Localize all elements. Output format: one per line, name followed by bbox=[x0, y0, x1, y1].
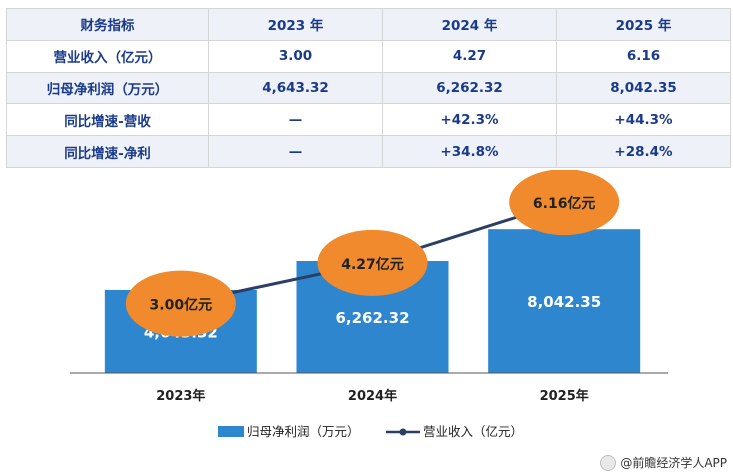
table-cell: 归母净利润（万元） bbox=[6, 71, 209, 105]
line-value-label: 6.16亿元 bbox=[533, 195, 596, 212]
table-cell: 6.16 bbox=[556, 39, 731, 73]
bar-value-label: 8,042.35 bbox=[527, 293, 601, 311]
legend-bar-swatch bbox=[218, 426, 244, 437]
table-cell: 4,643.32 bbox=[208, 71, 383, 105]
table-cell: 3.00 bbox=[208, 39, 383, 73]
financial-indicator-table: 财务指标 2023 年 2024 年 2025 年营业收入（亿元） 3.00 4.27 6.… bbox=[6, 8, 731, 168]
table-cell: +34.8% bbox=[382, 135, 557, 168]
table-cell: 8,042.35 bbox=[556, 71, 731, 105]
table-cell: 营业收入（亿元） bbox=[6, 39, 209, 73]
line-point-marker bbox=[317, 229, 428, 296]
legend-line-label: 营业收入（亿元） bbox=[423, 424, 523, 439]
x-tick-label: 2025年 bbox=[540, 388, 589, 404]
table-row: 同比增速-营收 — +42.3% +44.3% bbox=[6, 103, 731, 137]
line-value-label: 4.27亿元 bbox=[341, 256, 404, 273]
table-header-cell: 2024 年 bbox=[382, 8, 557, 41]
table-header-cell: 2023 年 bbox=[208, 8, 383, 41]
table-cell: 6,262.32 bbox=[382, 71, 557, 105]
bar bbox=[488, 229, 641, 373]
table-cell: 4.27 bbox=[382, 39, 557, 73]
revenue-profit-chart: 4,643.326,262.328,042.352023年2024年2025年3… bbox=[70, 170, 668, 439]
legend-bar-label: 归母净利润（万元） bbox=[247, 424, 360, 439]
x-tick-label: 2023年 bbox=[156, 388, 205, 404]
source-footer: @前瞻经济学人APP bbox=[600, 454, 727, 471]
table-cell: +42.3% bbox=[382, 103, 557, 137]
line-value-label: 3.00亿元 bbox=[150, 297, 213, 314]
line-point-marker bbox=[125, 270, 236, 337]
x-tick-label: 2024年 bbox=[348, 388, 397, 404]
table-cell: — bbox=[208, 103, 383, 137]
table-row: 营业收入（亿元） 3.00 4.27 6.16 bbox=[6, 39, 731, 73]
table-header-cell: 2025 年 bbox=[556, 8, 731, 41]
table-cell: 同比增速-净利 bbox=[6, 135, 209, 168]
line-point-marker bbox=[509, 170, 620, 236]
table-row: 归母净利润（万元） 4,643.32 6,262.32 8,042.35 bbox=[6, 71, 731, 105]
table-cell: +28.4% bbox=[556, 135, 731, 168]
bar-value-label: 6,262.32 bbox=[335, 309, 409, 327]
table-row: 同比增速-净利 — +34.8% +28.4% bbox=[6, 135, 731, 168]
table-header-cell: 财务指标 bbox=[6, 8, 209, 41]
qianzhan-logo-icon bbox=[600, 454, 617, 471]
table-header-row: 财务指标 2023 年 2024 年 2025 年 bbox=[6, 8, 731, 41]
table-cell: 同比增速-营收 bbox=[6, 103, 209, 137]
table-cell: — bbox=[208, 135, 383, 168]
table-cell: +44.3% bbox=[556, 103, 731, 137]
legend-line-marker bbox=[399, 428, 407, 436]
source-text: @前瞻经济学人APP bbox=[620, 456, 727, 470]
